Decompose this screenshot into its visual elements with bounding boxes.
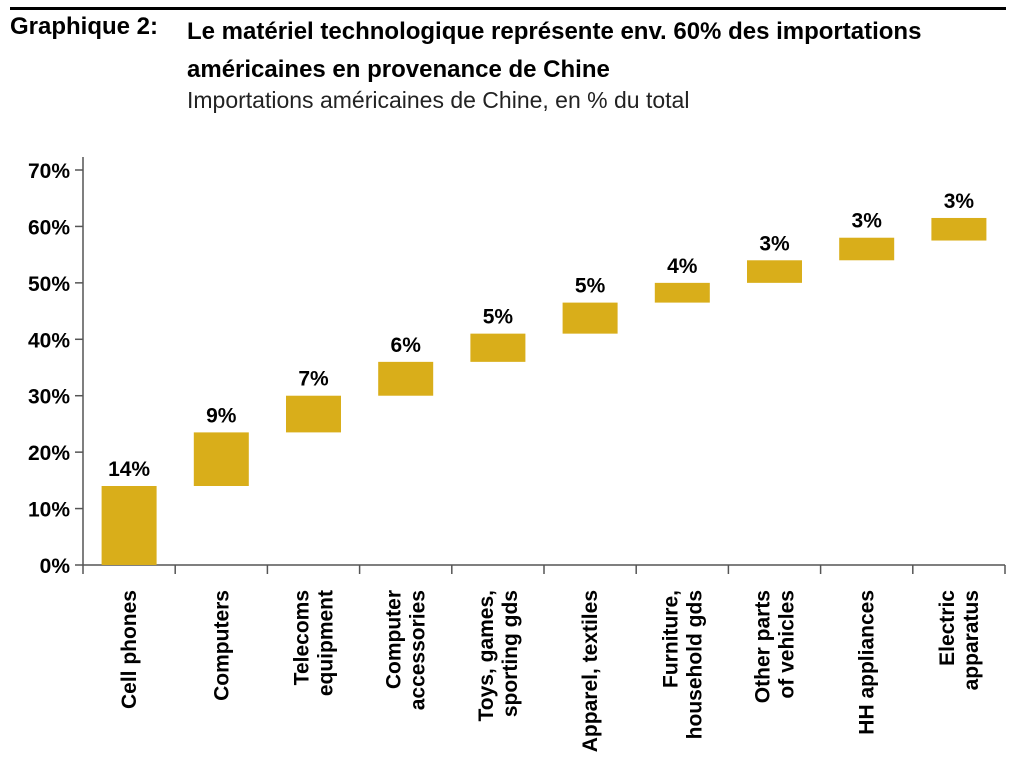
bar: [747, 260, 802, 283]
category-label: Electric apparatus: [936, 590, 983, 691]
data-label: 14%: [108, 458, 150, 481]
y-tick-label: 70%: [28, 160, 70, 183]
category-label-line: equipment: [315, 590, 338, 696]
bar: [931, 217, 987, 241]
bar: [562, 302, 618, 334]
data-labels-group: 14% 9% 7% 6% 5% 5% 4% 3% 3% 3%: [108, 190, 974, 481]
category-label: Cell phones: [118, 590, 141, 709]
category-label: Apparel, textiles: [579, 590, 602, 752]
bars-group: [101, 217, 987, 565]
data-label: 6%: [391, 334, 422, 357]
category-label-line: sporting gds: [499, 590, 522, 717]
category-label: Computer accessories: [383, 590, 430, 710]
data-label: 3%: [852, 210, 883, 233]
y-tick-label: 60%: [28, 216, 70, 239]
bar: [378, 361, 434, 396]
category-label: Toys, games, sporting gds: [475, 590, 522, 722]
category-label-line: of vehicles: [776, 590, 799, 699]
category-label: Other parts of vehicles: [752, 590, 799, 703]
y-tick-label: 0%: [40, 555, 71, 578]
category-label-line: Apparel, textiles: [579, 590, 602, 752]
data-label: 5%: [483, 306, 514, 329]
chart-subtitle: Importations américaines de Chine, en % …: [187, 87, 690, 113]
category-label: Telecoms equipment: [291, 590, 338, 696]
data-label: 3%: [944, 190, 975, 213]
header-rule: [10, 7, 1006, 10]
figure-label: Graphique 2:: [10, 13, 159, 40]
category-labels-group: Cell phones Computers Telecoms equipment Com…: [118, 590, 983, 753]
category-label-line: Other parts: [752, 590, 775, 703]
bar: [101, 486, 157, 565]
bar: [654, 282, 710, 303]
y-tick-label: 10%: [28, 499, 70, 522]
category-label-line: Cell phones: [118, 590, 141, 709]
bar: [470, 333, 526, 362]
bar: [839, 237, 895, 261]
data-label: 7%: [298, 368, 329, 391]
y-axis: 0% 10% 20% 30% 40% 50% 60% 70%: [28, 157, 84, 578]
y-tick-label: 30%: [28, 386, 70, 409]
bar: [193, 432, 249, 486]
category-label-line: apparatus: [960, 590, 983, 690]
category-label-line: Telecoms: [291, 590, 314, 685]
bar: [286, 395, 341, 433]
category-label-line: household gds: [683, 590, 706, 739]
data-label: 9%: [206, 404, 237, 427]
y-tick-label: 40%: [28, 329, 70, 352]
data-label: 5%: [575, 275, 606, 298]
category-label-line: accessories: [407, 590, 430, 710]
category-label-line: Computer: [383, 590, 406, 689]
category-label-line: Toys, games,: [475, 590, 498, 722]
y-tick-label: 20%: [28, 442, 70, 465]
category-label: Furniture, household gds: [659, 590, 706, 739]
category-label-line: Computers: [210, 590, 233, 701]
y-tick-label: 50%: [28, 273, 70, 296]
category-label: HH appliances: [856, 590, 879, 735]
data-label: 3%: [759, 232, 790, 255]
category-label: Computers: [210, 590, 233, 701]
category-label-line: Electric: [936, 590, 959, 666]
x-axis: [82, 564, 1006, 574]
category-label-line: Furniture,: [659, 590, 682, 688]
data-label: 4%: [667, 255, 698, 278]
category-label-line: HH appliances: [856, 590, 879, 735]
chart-title: Le matériel technologique représente env…: [187, 18, 922, 83]
